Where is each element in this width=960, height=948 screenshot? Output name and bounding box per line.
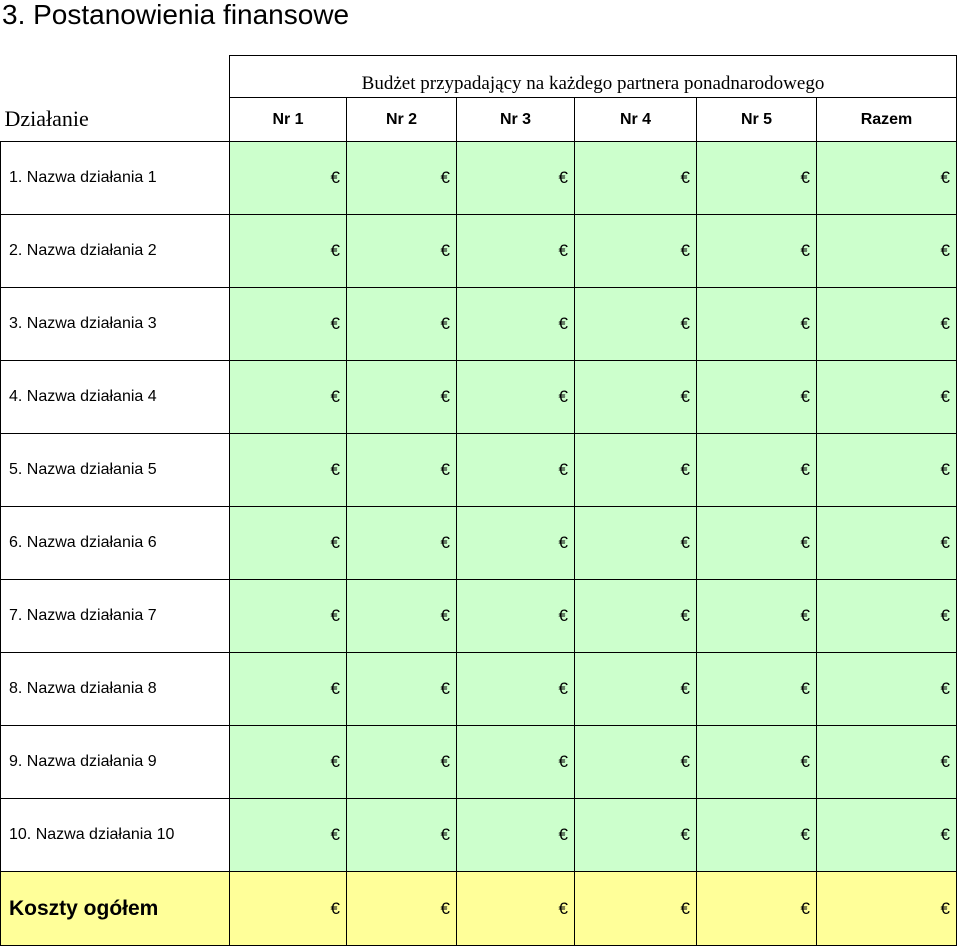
partner-amount-cell[interactable]: €: [696, 214, 817, 288]
table-row: 5. Nazwa działania 5 € € € € € €: [0, 433, 957, 507]
partner-amount-cell[interactable]: €: [346, 798, 457, 872]
total-row-label: Koszty ogółem: [0, 871, 230, 946]
partner-amount-cell[interactable]: €: [346, 652, 457, 726]
empty-corner: [1, 56, 230, 98]
budget-table: Budżet przypadający na każdego partnera …: [0, 55, 957, 946]
budget-title: Budżet przypadający na każdego partnera …: [229, 55, 957, 98]
partner-amount-cell[interactable]: €: [696, 360, 817, 434]
partner-amount-cell[interactable]: €: [456, 141, 575, 215]
partner-amount-cell[interactable]: €: [456, 579, 575, 653]
action-row-label: 2. Nazwa działania 2: [0, 214, 230, 288]
partner-column-header: Nr 4: [574, 97, 697, 142]
partner-amount-cell[interactable]: €: [696, 579, 817, 653]
partner-amount-cell[interactable]: €: [696, 287, 817, 361]
partner-amount-cell[interactable]: €: [574, 360, 697, 434]
partner-amount-cell[interactable]: €: [456, 725, 575, 799]
table-row: 1. Nazwa działania 1 € € € € € €: [0, 141, 957, 215]
partner-amount-cell[interactable]: €: [346, 871, 457, 946]
table-row: 7. Nazwa działania 7 € € € € € €: [0, 579, 957, 653]
table-row: 9. Nazwa działania 9 € € € € € €: [0, 725, 957, 799]
total-amount-cell[interactable]: €: [816, 871, 957, 946]
partner-amount-cell[interactable]: €: [456, 287, 575, 361]
total-amount-cell[interactable]: €: [816, 725, 957, 799]
partner-amount-cell[interactable]: €: [346, 287, 457, 361]
action-row-label: 1. Nazwa działania 1: [0, 141, 230, 215]
partner-amount-cell[interactable]: €: [456, 652, 575, 726]
partner-amount-cell[interactable]: €: [346, 214, 457, 288]
partner-amount-cell[interactable]: €: [229, 798, 347, 872]
partner-amount-cell[interactable]: €: [229, 214, 347, 288]
total-amount-cell[interactable]: €: [816, 360, 957, 434]
partner-amount-cell[interactable]: €: [456, 360, 575, 434]
partner-amount-cell[interactable]: €: [574, 798, 697, 872]
partner-amount-cell[interactable]: €: [229, 506, 347, 580]
total-amount-cell[interactable]: €: [816, 652, 957, 726]
partner-amount-cell[interactable]: €: [229, 579, 347, 653]
action-row-label: 8. Nazwa działania 8: [0, 652, 230, 726]
partner-amount-cell[interactable]: €: [696, 433, 817, 507]
partner-amount-cell[interactable]: €: [456, 871, 575, 946]
partner-amount-cell[interactable]: €: [229, 725, 347, 799]
partner-amount-cell[interactable]: €: [229, 871, 347, 946]
partner-amount-cell[interactable]: €: [696, 798, 817, 872]
partner-amount-cell[interactable]: €: [696, 871, 817, 946]
partner-amount-cell[interactable]: €: [574, 287, 697, 361]
partner-amount-cell[interactable]: €: [574, 214, 697, 288]
action-row-label: 7. Nazwa działania 7: [0, 579, 230, 653]
action-row-label: 5. Nazwa działania 5: [0, 433, 230, 507]
partner-column-header: Nr 5: [696, 97, 817, 142]
total-amount-cell[interactable]: €: [816, 506, 957, 580]
action-row-label: 6. Nazwa działania 6: [0, 506, 230, 580]
total-column-header: Razem: [816, 97, 957, 142]
total-amount-cell[interactable]: €: [816, 433, 957, 507]
partner-amount-cell[interactable]: €: [456, 506, 575, 580]
table-row: 6. Nazwa działania 6 € € € € € €: [0, 506, 957, 580]
partner-amount-cell[interactable]: €: [574, 433, 697, 507]
total-amount-cell[interactable]: €: [816, 798, 957, 872]
partner-amount-cell[interactable]: €: [574, 652, 697, 726]
partner-amount-cell[interactable]: €: [696, 141, 817, 215]
partner-amount-cell[interactable]: €: [346, 141, 457, 215]
partner-amount-cell[interactable]: €: [346, 433, 457, 507]
table-row: 10. Nazwa działania 10 € € € € € €: [0, 798, 957, 872]
table-row: 8. Nazwa działania 8 € € € € € €: [0, 652, 957, 726]
partner-amount-cell[interactable]: €: [346, 506, 457, 580]
total-amount-cell[interactable]: €: [816, 579, 957, 653]
action-row-label: 4. Nazwa działania 4: [0, 360, 230, 434]
partner-amount-cell[interactable]: €: [229, 287, 347, 361]
page-title: 3. Postanowienia finansowe: [2, 0, 350, 30]
total-amount-cell[interactable]: €: [816, 214, 957, 288]
partner-amount-cell[interactable]: €: [696, 506, 817, 580]
partner-amount-cell[interactable]: €: [229, 360, 347, 434]
total-row: Koszty ogółem € € € € € €: [0, 871, 957, 946]
partner-amount-cell[interactable]: €: [456, 214, 575, 288]
partner-amount-cell[interactable]: €: [574, 141, 697, 215]
partner-amount-cell[interactable]: €: [229, 652, 347, 726]
partner-amount-cell[interactable]: €: [229, 141, 347, 215]
partner-column-header: Nr 2: [346, 97, 457, 142]
partner-amount-cell[interactable]: €: [574, 871, 697, 946]
partner-amount-cell[interactable]: €: [696, 725, 817, 799]
partner-amount-cell[interactable]: €: [346, 725, 457, 799]
table-row: 4. Nazwa działania 4 € € € € € €: [0, 360, 957, 434]
action-row-label: 9. Nazwa działania 9: [0, 725, 230, 799]
partner-amount-cell[interactable]: €: [574, 506, 697, 580]
partner-amount-cell[interactable]: €: [574, 725, 697, 799]
partner-column-header: Nr 1: [229, 97, 347, 142]
action-row-label: 10. Nazwa działania 10: [0, 798, 230, 872]
partner-amount-cell[interactable]: €: [574, 579, 697, 653]
partner-amount-cell[interactable]: €: [346, 360, 457, 434]
total-amount-cell[interactable]: €: [816, 287, 957, 361]
total-amount-cell[interactable]: €: [816, 141, 957, 215]
partner-amount-cell[interactable]: €: [456, 798, 575, 872]
partner-amount-cell[interactable]: €: [346, 579, 457, 653]
partner-amount-cell[interactable]: €: [229, 433, 347, 507]
table-row: 2. Nazwa działania 2 € € € € € €: [0, 214, 957, 288]
partner-amount-cell[interactable]: €: [456, 433, 575, 507]
action-row-label: 3. Nazwa działania 3: [0, 287, 230, 361]
action-column-header: Działanie: [4, 106, 89, 132]
table-row: 3. Nazwa działania 3 € € € € € €: [0, 287, 957, 361]
partner-column-header: Nr 3: [456, 97, 575, 142]
partner-amount-cell[interactable]: €: [696, 652, 817, 726]
